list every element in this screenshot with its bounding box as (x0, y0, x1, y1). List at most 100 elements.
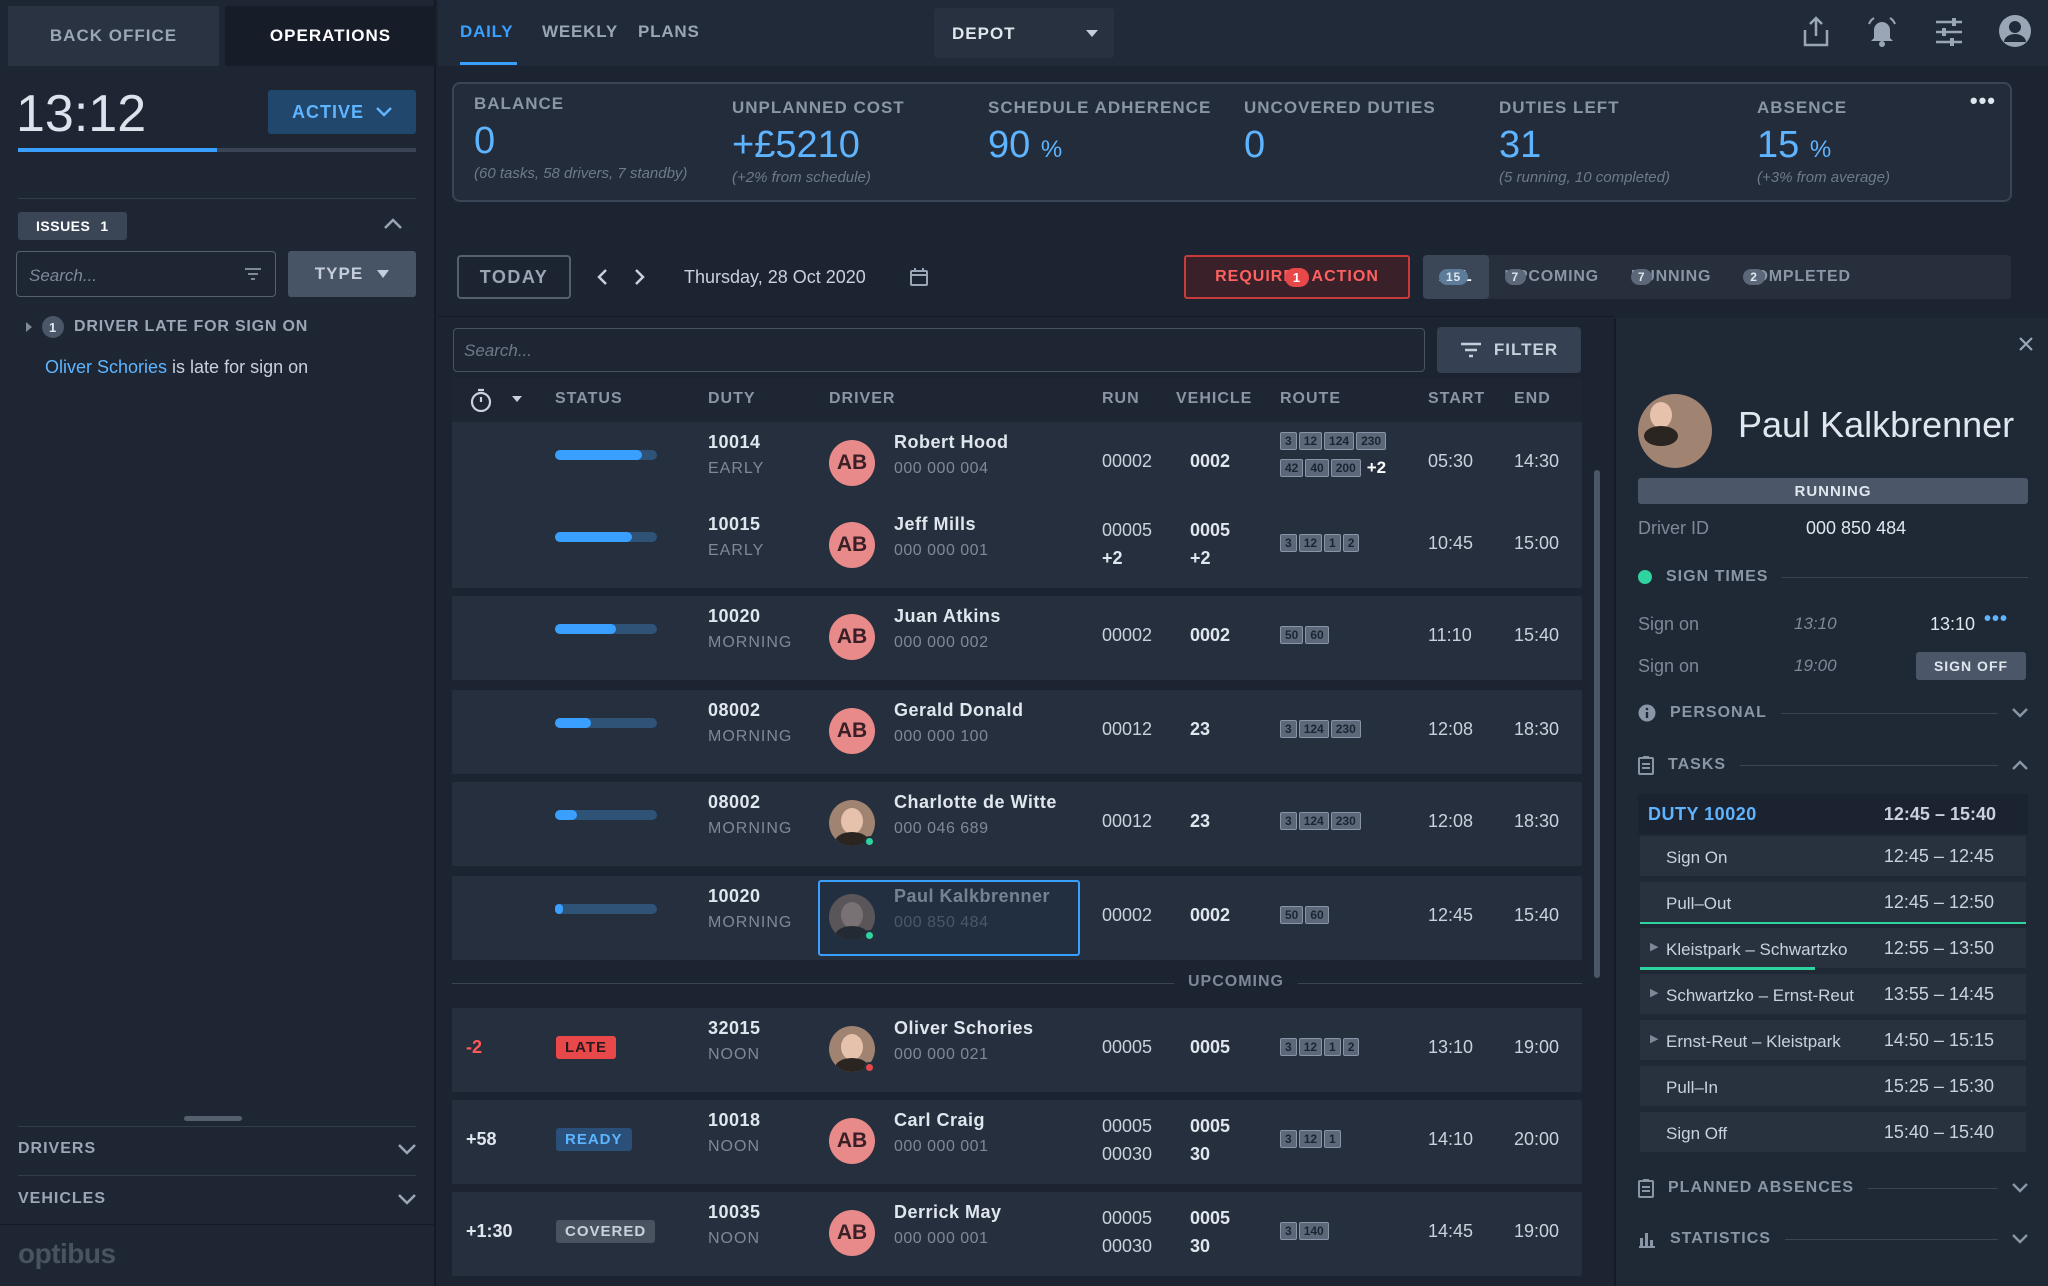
type-dropdown[interactable]: TYPE (288, 251, 416, 297)
col-status[interactable]: STATUS (555, 390, 623, 407)
issue-group-title: DRIVER LATE FOR SIGN ON (74, 318, 309, 335)
table-row[interactable]: +58 READY 10018 NOON AB Carl Craig 000 000 001… (452, 1100, 1582, 1184)
task-item[interactable]: Sign Off 15:40 – 15:40 (1640, 1112, 2026, 1154)
statistics-section[interactable]: STATISTICS (1638, 1230, 2028, 1248)
more-icon[interactable]: ••• (1984, 608, 2009, 630)
table-row[interactable]: 08002 MORNING Charlotte de Witte 000 046 68… (452, 782, 1582, 866)
tab-back-office[interactable]: BACK OFFICE (8, 6, 219, 66)
table-scrollbar[interactable] (1594, 470, 1600, 978)
filter-lines-icon (1460, 342, 1481, 358)
col-run[interactable]: RUN (1102, 390, 1140, 407)
sign-off-button[interactable]: SIGN OFF (1916, 652, 2026, 680)
active-tab-indicator (460, 62, 517, 65)
table-row[interactable]: 08002 MORNING AB Gerald Donald 000 000 100 00… (452, 690, 1582, 774)
driver-id: 000 000 100 (894, 728, 989, 745)
driver-name[interactable]: Robert Hood (894, 432, 1009, 452)
resize-handle[interactable] (184, 1116, 242, 1121)
route-more[interactable]: +2 (1366, 458, 1387, 477)
driver-name[interactable]: Charlotte de Witte (894, 792, 1057, 812)
bell-icon[interactable] (1866, 16, 1898, 48)
table-row[interactable]: 10014 EARLY AB Robert Hood 000 000 004 00002 0… (452, 422, 1582, 506)
drivers-section[interactable]: DRIVERS (18, 1140, 416, 1158)
sign-on-planned: 13:10 (1794, 614, 1837, 633)
task-item[interactable]: ▶ Schwartzko – Ernst-Reut 13:55 – 14:45 (1640, 974, 2026, 1016)
driver-avatar: AB (829, 1118, 875, 1164)
close-icon[interactable] (2018, 336, 2034, 352)
driver-name[interactable]: Juan Atkins (894, 606, 1001, 626)
sliders-icon[interactable] (1934, 18, 1964, 46)
route-badge: 2 (1342, 1038, 1360, 1056)
chevron-left-icon[interactable] (596, 268, 608, 286)
task-item[interactable]: Pull–Out 12:45 – 12:50 (1640, 882, 2026, 924)
task-item[interactable]: Sign On 12:45 – 12:45 (1640, 836, 2026, 878)
vehicles-section[interactable]: VEHICLES (18, 1190, 416, 1208)
driver-name[interactable]: Jeff Mills (894, 514, 977, 534)
duty-number: 32015 (708, 1018, 761, 1038)
col-duty[interactable]: DUTY (708, 390, 756, 407)
more-icon[interactable]: ••• (1969, 88, 1996, 113)
driver-name[interactable]: Carl Craig (894, 1110, 986, 1130)
vehicles-label: VEHICLES (18, 1190, 107, 1207)
duty-search-input[interactable]: Search... (453, 328, 1425, 372)
driver-name[interactable]: Derrick May (894, 1202, 1002, 1222)
driver-name[interactable]: Paul Kalkbrenner (894, 886, 1051, 906)
chevron-up-icon[interactable] (384, 218, 402, 230)
route-badges: 3 12 1 (1280, 1130, 1341, 1148)
table-row[interactable]: 10015 EARLY AB Jeff Mills 000 000 001 00005 +2… (452, 504, 1582, 588)
tab-weekly[interactable]: WEEKLY (542, 22, 618, 41)
driver-name[interactable]: Oliver Schories (894, 1018, 1034, 1038)
planned-absences-label: PLANNED ABSENCES (1668, 1179, 1855, 1196)
personal-section[interactable]: PERSONAL (1638, 704, 2028, 722)
col-driver[interactable]: DRIVER (829, 390, 896, 407)
today-button[interactable]: TODAY (457, 255, 571, 299)
tab-operations[interactable]: OPERATIONS (225, 6, 436, 66)
col-route[interactable]: ROUTE (1280, 390, 1341, 407)
tasks-section[interactable]: TASKS (1638, 755, 2028, 775)
issue-item: Oliver Schories is late for sign on (45, 357, 308, 378)
table-row[interactable]: 10020 MORNING Paul Kalkbrenner 000 850 484 0… (452, 876, 1582, 960)
task-progress (1640, 922, 2026, 924)
filter-count: 15 (1439, 269, 1468, 285)
filter-completed[interactable]: COMPLETED 2 (1727, 255, 1867, 299)
task-item[interactable]: ▶ Kleistpark – Schwartzko 12:55 – 13:50 (1640, 928, 2026, 970)
issue-group-driver-late[interactable]: 1 DRIVER LATE FOR SIGN ON (26, 316, 308, 338)
caret-down-icon[interactable] (512, 396, 522, 402)
driver-name[interactable]: Gerald Donald (894, 700, 1024, 720)
user-avatar-icon[interactable] (1998, 14, 2032, 48)
planned-absences-section[interactable]: PLANNED ABSENCES (1638, 1178, 2028, 1198)
caret-down-icon (377, 270, 390, 278)
filter-upcoming[interactable]: UPCOMING 7 (1489, 255, 1615, 299)
personal-label: PERSONAL (1670, 704, 1767, 721)
depot-select[interactable]: DEPOT (934, 8, 1114, 58)
col-start[interactable]: START (1428, 390, 1486, 407)
run-number: 00012 (1102, 811, 1153, 831)
delay-value: +1:30 (466, 1221, 513, 1241)
sign-off-planned: 19:00 (1794, 656, 1837, 675)
table-row[interactable]: +1:30 COVERED 10035 NOON AB Derrick May 000 00… (452, 1192, 1582, 1276)
route-badge: 12 (1298, 432, 1323, 450)
issue-driver-link[interactable]: Oliver Schories (45, 357, 168, 377)
active-dropdown[interactable]: ACTIVE (268, 90, 416, 134)
requires-action-button[interactable]: REQUIRES ACTION 1 (1184, 255, 1410, 299)
end-time: 15:00 (1514, 533, 1560, 553)
share-icon[interactable] (1802, 16, 1830, 48)
filter-running[interactable]: RUNNING 7 (1615, 255, 1727, 299)
col-end[interactable]: END (1514, 390, 1551, 407)
task-item[interactable]: ▶ Ernst-Reut – Kleistpark 14:50 – 15:15 (1640, 1020, 2026, 1062)
filter-all[interactable]: ALL15 (1423, 255, 1489, 299)
filter-button[interactable]: FILTER (1437, 327, 1581, 373)
bar-chart-icon (1639, 1233, 1655, 1248)
table-row[interactable]: 10020 MORNING AB Juan Atkins 000 000 002 0000… (452, 596, 1582, 680)
issues-badge: ISSUES 1 (18, 212, 127, 240)
tab-plans[interactable]: PLANS (638, 22, 700, 41)
col-vehicle[interactable]: VEHICLE (1176, 390, 1253, 407)
tab-daily[interactable]: DAILY (460, 22, 514, 41)
stopwatch-icon[interactable] (470, 388, 492, 412)
run-number: 00005 (1102, 1037, 1153, 1057)
task-time: 15:40 – 15:40 (1883, 1122, 1994, 1142)
chevron-right-icon[interactable] (634, 268, 646, 286)
calendar-icon[interactable] (910, 268, 928, 286)
task-item[interactable]: Pull–In 15:25 – 15:30 (1640, 1066, 2026, 1108)
table-row[interactable]: -2 LATE 32015 NOON Oliver Schories 000 000 02… (452, 1008, 1582, 1092)
issues-search-input[interactable]: Search... (16, 251, 276, 297)
